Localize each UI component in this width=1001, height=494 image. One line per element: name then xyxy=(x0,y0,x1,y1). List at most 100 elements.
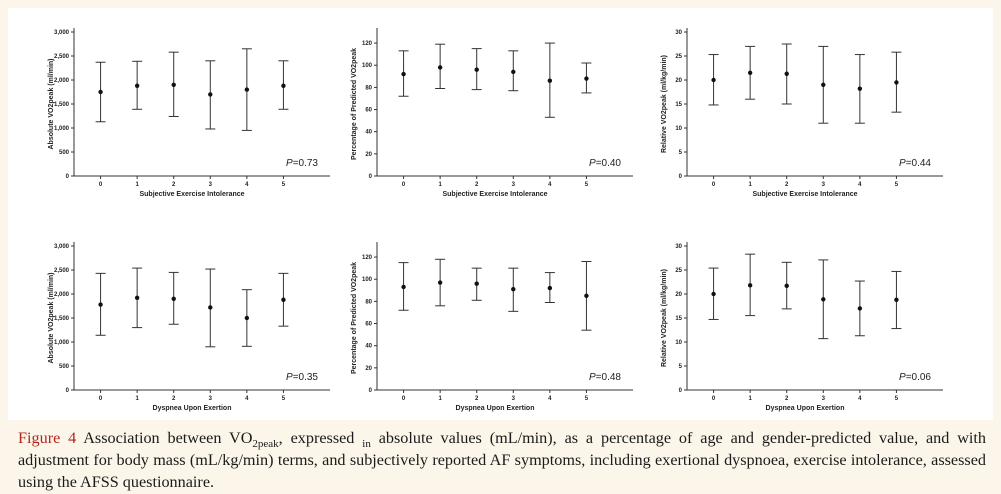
p-value-label: P=0.48 xyxy=(589,372,621,383)
x-tick-label: 4 xyxy=(245,182,249,188)
y-tick-label: 1,000 xyxy=(54,340,70,346)
x-tick-label: 3 xyxy=(512,396,516,402)
x-tick-label: 0 xyxy=(712,182,716,188)
x-tick-label: 1 xyxy=(135,396,139,402)
y-tick-label: 20 xyxy=(365,366,372,372)
mean-point xyxy=(208,305,213,310)
y-tick-label: 60 xyxy=(365,108,372,114)
mean-point xyxy=(584,76,589,81)
y-tick-label: 40 xyxy=(365,344,372,350)
mean-point xyxy=(171,296,176,301)
figure-label: Figure 4 xyxy=(18,429,77,447)
x-tick-label: 2 xyxy=(475,396,479,402)
p-value-label: P=0.44 xyxy=(899,158,931,169)
mean-point xyxy=(894,297,899,302)
y-tick-label: 2,500 xyxy=(54,54,70,60)
x-tick-label: 2 xyxy=(785,182,789,188)
chart-top-left: 0 500 1,000 1,500 2,000 2,500 3,000 0 1 2 3 4 5 Subje… xyxy=(48,28,330,198)
caption-text-2: , expressed xyxy=(278,429,363,447)
mean-point xyxy=(821,82,826,88)
mean-point xyxy=(244,315,250,321)
x-tick-label: 4 xyxy=(245,396,249,402)
p-value-label: P=0.06 xyxy=(899,372,931,383)
x-axis-title: Subjective Exercise Intolerance xyxy=(139,191,244,198)
mean-point xyxy=(281,83,286,88)
x-tick-label: 3 xyxy=(209,182,213,188)
mean-point xyxy=(547,285,553,291)
y-tick-label: 15 xyxy=(675,316,682,322)
y-tick-label: 0 xyxy=(679,174,683,180)
x-tick-label: 1 xyxy=(438,396,442,402)
y-tick-label: 20 xyxy=(365,152,372,158)
y-tick-label: 80 xyxy=(365,85,372,91)
y-tick-label: 15 xyxy=(675,102,682,108)
p-symbol: P xyxy=(589,158,596,169)
mean-point xyxy=(711,291,716,297)
y-tick-label: 0 xyxy=(369,174,373,180)
y-tick-label: 100 xyxy=(362,63,373,69)
y-tick-label: 500 xyxy=(59,150,70,156)
caption-text-3: absolute values (mL/min), as a percentag… xyxy=(18,429,987,491)
y-tick-label: 120 xyxy=(362,41,373,47)
x-tick-label: 5 xyxy=(282,182,286,188)
mean-point xyxy=(134,295,140,301)
y-axis-title: Relative VO2peak (ml/kg/min) xyxy=(661,269,668,367)
y-tick-label: 0 xyxy=(369,388,373,394)
p-value: =0.06 xyxy=(906,372,932,383)
x-tick-label: 2 xyxy=(785,396,789,402)
p-value: =0.48 xyxy=(596,372,622,383)
mean-point xyxy=(821,297,826,302)
caption-sub-2: in xyxy=(362,438,371,451)
x-axis-title: Dyspnea Upon Exertion xyxy=(456,405,535,412)
x-tick-label: 0 xyxy=(99,182,103,188)
p-value: =0.40 xyxy=(596,158,622,169)
mean-point xyxy=(98,302,103,307)
mean-point xyxy=(281,297,286,302)
y-tick-label: 2,500 xyxy=(54,268,70,274)
x-tick-label: 1 xyxy=(438,182,442,188)
y-tick-label: 10 xyxy=(675,340,682,346)
mean-point xyxy=(784,71,789,76)
mean-point xyxy=(134,83,140,88)
y-tick-label: 60 xyxy=(365,322,372,328)
x-tick-label: 1 xyxy=(748,396,752,402)
y-tick-label: 100 xyxy=(362,277,373,283)
y-tick-label: 500 xyxy=(59,364,70,370)
y-tick-label: 120 xyxy=(362,255,373,261)
chart-top-middle: 0 20 40 60 80 100 120 0 1 2 3 4 5 Subjective Exercise… xyxy=(351,28,633,198)
y-axis-title: Percentage of Predicted VO2peak xyxy=(351,262,358,374)
y-axis-title: Absolute VO2peak (ml/min) xyxy=(48,58,55,149)
y-tick-label: 20 xyxy=(675,292,682,298)
mean-point xyxy=(511,69,516,75)
x-tick-label: 2 xyxy=(475,182,479,188)
chart-top-right: 0 5 10 15 20 25 30 0 1 2 3 4 5 Subjective Exercise In… xyxy=(661,28,943,198)
figure-panel xyxy=(8,8,993,420)
y-tick-label: 1,000 xyxy=(54,126,70,132)
x-tick-label: 0 xyxy=(99,396,103,402)
p-symbol: P xyxy=(899,158,906,169)
x-tick-label: 5 xyxy=(895,182,899,188)
mean-point xyxy=(747,70,753,75)
mean-point xyxy=(584,293,589,299)
x-tick-label: 5 xyxy=(282,396,286,402)
p-symbol: P xyxy=(286,158,293,169)
x-tick-label: 0 xyxy=(712,396,716,402)
y-tick-label: 5 xyxy=(679,150,683,156)
mean-point xyxy=(857,86,863,91)
y-tick-label: 0 xyxy=(66,388,70,394)
mean-point xyxy=(894,80,899,85)
y-tick-label: 1,500 xyxy=(54,102,70,108)
chart-bottom-middle: 0 20 40 60 80 100 120 0 1 2 3 4 5 Dyspnea Upon Exerti… xyxy=(351,242,633,412)
chart-bottom-right: 0 5 10 15 20 25 30 0 1 2 3 4 5 Dyspnea Upon Exertion R… xyxy=(661,242,943,412)
y-axis-title: Percentage of Predicted VO2peak xyxy=(351,48,358,160)
caption-text-1: Association between VO xyxy=(76,429,253,447)
mean-point xyxy=(437,65,443,70)
x-tick-label: 1 xyxy=(135,182,139,188)
y-tick-label: 2,000 xyxy=(54,292,70,298)
x-tick-label: 3 xyxy=(822,182,826,188)
p-value-label: P=0.73 xyxy=(286,158,318,169)
x-tick-label: 2 xyxy=(172,396,176,402)
x-tick-label: 4 xyxy=(548,396,552,402)
y-tick-label: 10 xyxy=(675,126,682,132)
p-value-label: P=0.40 xyxy=(589,158,621,169)
